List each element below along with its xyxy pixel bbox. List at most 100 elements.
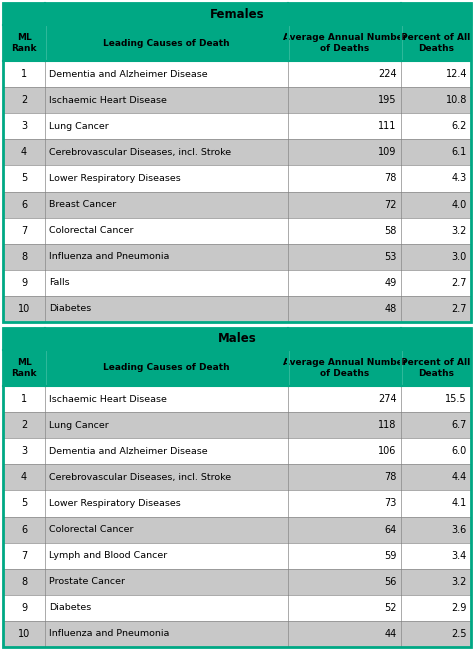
Bar xyxy=(3,543,45,569)
Bar xyxy=(289,270,401,296)
Bar xyxy=(45,595,289,621)
Bar xyxy=(45,490,289,517)
Bar xyxy=(3,87,45,113)
Bar xyxy=(401,139,471,165)
Bar xyxy=(401,464,471,490)
Bar xyxy=(289,517,401,543)
Text: Colorectal Cancer: Colorectal Cancer xyxy=(49,226,134,235)
Text: 5: 5 xyxy=(21,499,27,508)
Text: Leading Causes of Death: Leading Causes of Death xyxy=(103,38,230,47)
Text: 1: 1 xyxy=(21,394,27,404)
Bar xyxy=(3,595,45,621)
Text: 78: 78 xyxy=(384,174,397,183)
Text: Diabetes: Diabetes xyxy=(49,603,91,612)
Bar xyxy=(401,192,471,218)
Text: 64: 64 xyxy=(384,525,397,534)
Text: 4.4: 4.4 xyxy=(452,473,467,482)
Text: 53: 53 xyxy=(384,252,397,262)
Bar xyxy=(45,412,289,438)
Bar xyxy=(3,165,45,192)
Text: 274: 274 xyxy=(378,394,397,404)
Bar xyxy=(3,490,45,517)
Bar xyxy=(45,61,289,87)
Bar xyxy=(3,464,45,490)
Bar xyxy=(401,569,471,595)
Text: Ischaemic Heart Disease: Ischaemic Heart Disease xyxy=(49,395,167,404)
Text: Influenza and Pneumonia: Influenza and Pneumonia xyxy=(49,252,170,261)
Text: 3.4: 3.4 xyxy=(452,551,467,561)
Text: 4: 4 xyxy=(21,148,27,157)
Text: 59: 59 xyxy=(384,551,397,561)
Text: Dementia and Alzheimer Disease: Dementia and Alzheimer Disease xyxy=(49,447,208,456)
Bar xyxy=(45,244,289,270)
Bar xyxy=(401,113,471,139)
Bar xyxy=(3,328,471,350)
Bar xyxy=(45,87,289,113)
Text: Prostate Cancer: Prostate Cancer xyxy=(49,577,125,586)
Bar xyxy=(45,296,289,322)
Bar xyxy=(45,350,289,386)
Text: Ischaemic Heart Disease: Ischaemic Heart Disease xyxy=(49,96,167,105)
Bar xyxy=(3,139,45,165)
Text: 52: 52 xyxy=(384,603,397,613)
Bar xyxy=(289,490,401,517)
Text: Average Annual Number
of Deaths: Average Annual Number of Deaths xyxy=(283,358,407,378)
Text: 15.5: 15.5 xyxy=(446,394,467,404)
Text: Lung Cancer: Lung Cancer xyxy=(49,122,109,131)
Text: 4.1: 4.1 xyxy=(452,499,467,508)
Bar xyxy=(45,218,289,244)
Text: Percent of All
Deaths: Percent of All Deaths xyxy=(401,358,471,378)
Bar xyxy=(401,87,471,113)
Text: Diabetes: Diabetes xyxy=(49,304,91,313)
Bar xyxy=(45,139,289,165)
Text: 1: 1 xyxy=(21,69,27,79)
Text: 8: 8 xyxy=(21,577,27,587)
Bar xyxy=(401,350,471,386)
Bar xyxy=(3,386,45,412)
Text: Lymph and Blood Cancer: Lymph and Blood Cancer xyxy=(49,551,167,560)
Bar xyxy=(45,543,289,569)
Bar xyxy=(401,270,471,296)
Bar xyxy=(45,25,289,61)
Text: 6.2: 6.2 xyxy=(452,122,467,131)
Bar xyxy=(289,192,401,218)
Bar xyxy=(401,517,471,543)
Text: Lower Respiratory Diseases: Lower Respiratory Diseases xyxy=(49,174,181,183)
Text: 10: 10 xyxy=(18,304,30,314)
Text: 78: 78 xyxy=(384,473,397,482)
Bar xyxy=(3,621,45,647)
Bar xyxy=(3,3,471,322)
Bar xyxy=(289,113,401,139)
Text: 49: 49 xyxy=(384,278,397,288)
Text: 2.7: 2.7 xyxy=(452,278,467,288)
Bar xyxy=(289,165,401,192)
Text: 48: 48 xyxy=(384,304,397,314)
Text: 2: 2 xyxy=(21,420,27,430)
Text: Dementia and Alzheimer Disease: Dementia and Alzheimer Disease xyxy=(49,70,208,79)
Bar xyxy=(401,490,471,517)
Bar xyxy=(401,165,471,192)
Text: 8: 8 xyxy=(21,252,27,262)
Bar xyxy=(3,328,471,647)
Bar xyxy=(3,218,45,244)
Text: 44: 44 xyxy=(384,629,397,639)
Text: Colorectal Cancer: Colorectal Cancer xyxy=(49,525,134,534)
Text: Lower Respiratory Diseases: Lower Respiratory Diseases xyxy=(49,499,181,508)
Text: Breast Cancer: Breast Cancer xyxy=(49,200,117,209)
Text: 6: 6 xyxy=(21,525,27,534)
Bar xyxy=(289,296,401,322)
Text: 72: 72 xyxy=(384,200,397,209)
Text: Percent of All
Deaths: Percent of All Deaths xyxy=(401,33,471,53)
Text: Cerebrovascular Diseases, incl. Stroke: Cerebrovascular Diseases, incl. Stroke xyxy=(49,473,231,482)
Bar xyxy=(289,412,401,438)
Text: Average Annual Number
of Deaths: Average Annual Number of Deaths xyxy=(283,33,407,53)
Text: 58: 58 xyxy=(384,226,397,236)
Bar xyxy=(45,113,289,139)
Text: 4: 4 xyxy=(21,473,27,482)
Bar xyxy=(289,244,401,270)
Text: 7: 7 xyxy=(21,551,27,561)
Text: 3: 3 xyxy=(21,447,27,456)
Bar xyxy=(3,412,45,438)
Bar xyxy=(289,621,401,647)
Bar xyxy=(289,218,401,244)
